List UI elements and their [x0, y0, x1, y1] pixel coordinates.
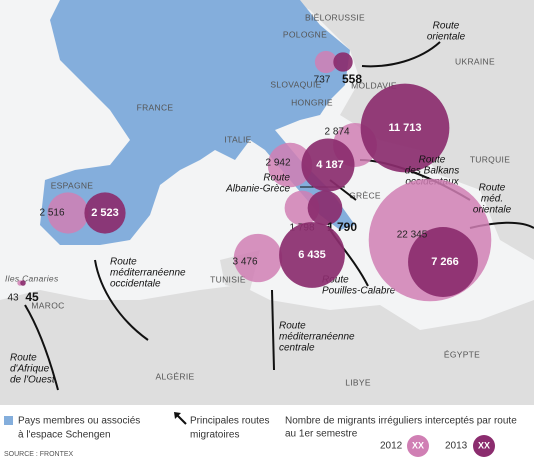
route-name: méditerranéenne	[279, 332, 355, 343]
country-label: HONGRIE	[291, 97, 333, 107]
bubble-2013	[84, 192, 126, 234]
legend-text: migratoires	[190, 430, 239, 441]
value-label: 43	[7, 293, 19, 304]
route-name: occidentale	[110, 279, 161, 290]
value-label: 2 942	[265, 158, 290, 169]
route-name: Route	[263, 173, 290, 184]
country-label: Iles Canaries	[5, 273, 59, 283]
route-name: centrale	[279, 343, 315, 354]
legend-panel	[0, 405, 534, 461]
route-name: Route	[110, 257, 137, 268]
legend-text: Pays membres ou associés	[18, 416, 140, 427]
schengen-area	[40, 0, 355, 245]
legend-swatch	[4, 416, 13, 425]
route-name: Route	[10, 353, 37, 364]
value-label: 3 476	[232, 257, 257, 268]
arrow	[271, 289, 275, 371]
route-name: méditerranéenne	[110, 268, 186, 279]
bubble-2013	[279, 222, 345, 288]
arrow	[24, 304, 59, 391]
value-label: 22 345	[397, 230, 428, 241]
country-label: BIÉLORUSSIE	[305, 12, 365, 22]
value-label: 2 874	[324, 127, 349, 138]
bubble-2013	[307, 190, 343, 226]
bubble-2012	[314, 50, 338, 74]
country-label: FRANCE	[137, 102, 174, 112]
country-label: SLOVAQUIE	[270, 79, 321, 89]
route-name: Route	[419, 155, 446, 166]
country-label: POLOGNE	[283, 29, 327, 39]
value-label: 1 790	[327, 220, 357, 234]
country-label: MOLDAVIE	[351, 80, 397, 90]
value-label: 4 187	[316, 159, 344, 171]
legend-year: 2012	[380, 441, 403, 452]
legend-text: au 1er semestre	[285, 429, 358, 440]
route-name: des Balkans	[405, 166, 459, 177]
route-name: orientale	[473, 205, 512, 216]
value-label: 2 516	[39, 208, 64, 219]
route-name: d'Afrique	[10, 364, 50, 375]
value-label: 558	[342, 72, 362, 86]
value-label: 2 523	[91, 207, 119, 219]
route-name: méd.	[481, 194, 503, 205]
bubble-2012	[233, 233, 283, 283]
route-name: Route	[279, 321, 306, 332]
legend-sample: XX	[478, 440, 490, 450]
country-label: LIBYE	[345, 377, 371, 387]
country-label: ESPAGNE	[51, 180, 94, 190]
legend-text: Nombre de migrants irréguliers intercept…	[285, 416, 517, 427]
value-label: 7 266	[431, 256, 459, 268]
country-label: ITALIE	[224, 134, 251, 144]
legend-year: 2013	[445, 441, 468, 452]
arrow	[94, 259, 149, 341]
legend-text: Principales routes	[190, 416, 269, 427]
route-name: Route	[322, 275, 349, 286]
bubble-2013	[301, 138, 355, 192]
bubble-2013	[408, 227, 478, 297]
country-label: TURQUIE	[470, 154, 510, 164]
route-name: Pouilles-Calabre	[322, 286, 396, 297]
bubble-2012	[267, 142, 313, 188]
country-label: ALGÉRIE	[156, 371, 195, 381]
arrow	[361, 41, 441, 68]
country-label: GRÈCE	[349, 190, 381, 200]
route-name: Route	[479, 183, 506, 194]
legend-arrow-head	[174, 412, 181, 419]
value-label: 6 435	[298, 249, 326, 261]
route-name: Albanie-Grèce	[225, 184, 290, 195]
legend-bubble-2013	[473, 435, 495, 457]
value-label: 45	[25, 290, 39, 304]
country-label: ÉGYPTE	[444, 349, 480, 359]
country-label: MAROC	[31, 300, 64, 310]
country-label: TUNISIE	[210, 274, 246, 284]
route-name: de l'Ouest	[10, 375, 56, 386]
legend-bubble-2012	[407, 435, 429, 457]
legend-sample: XX	[412, 440, 424, 450]
bubble-2013	[20, 280, 26, 286]
route-name: Route	[433, 21, 460, 32]
route-name: orientale	[427, 32, 466, 43]
country-label: UKRAINE	[455, 56, 495, 66]
bubble-2012	[47, 192, 89, 234]
source: SOURCE : FRONTEX	[4, 451, 74, 458]
bubble-2013	[333, 52, 353, 72]
value-label: 737	[314, 75, 331, 86]
value-label: 11 713	[388, 122, 421, 134]
bubble-2013	[360, 83, 450, 173]
legend-text: à l'espace Schengen	[18, 430, 111, 441]
